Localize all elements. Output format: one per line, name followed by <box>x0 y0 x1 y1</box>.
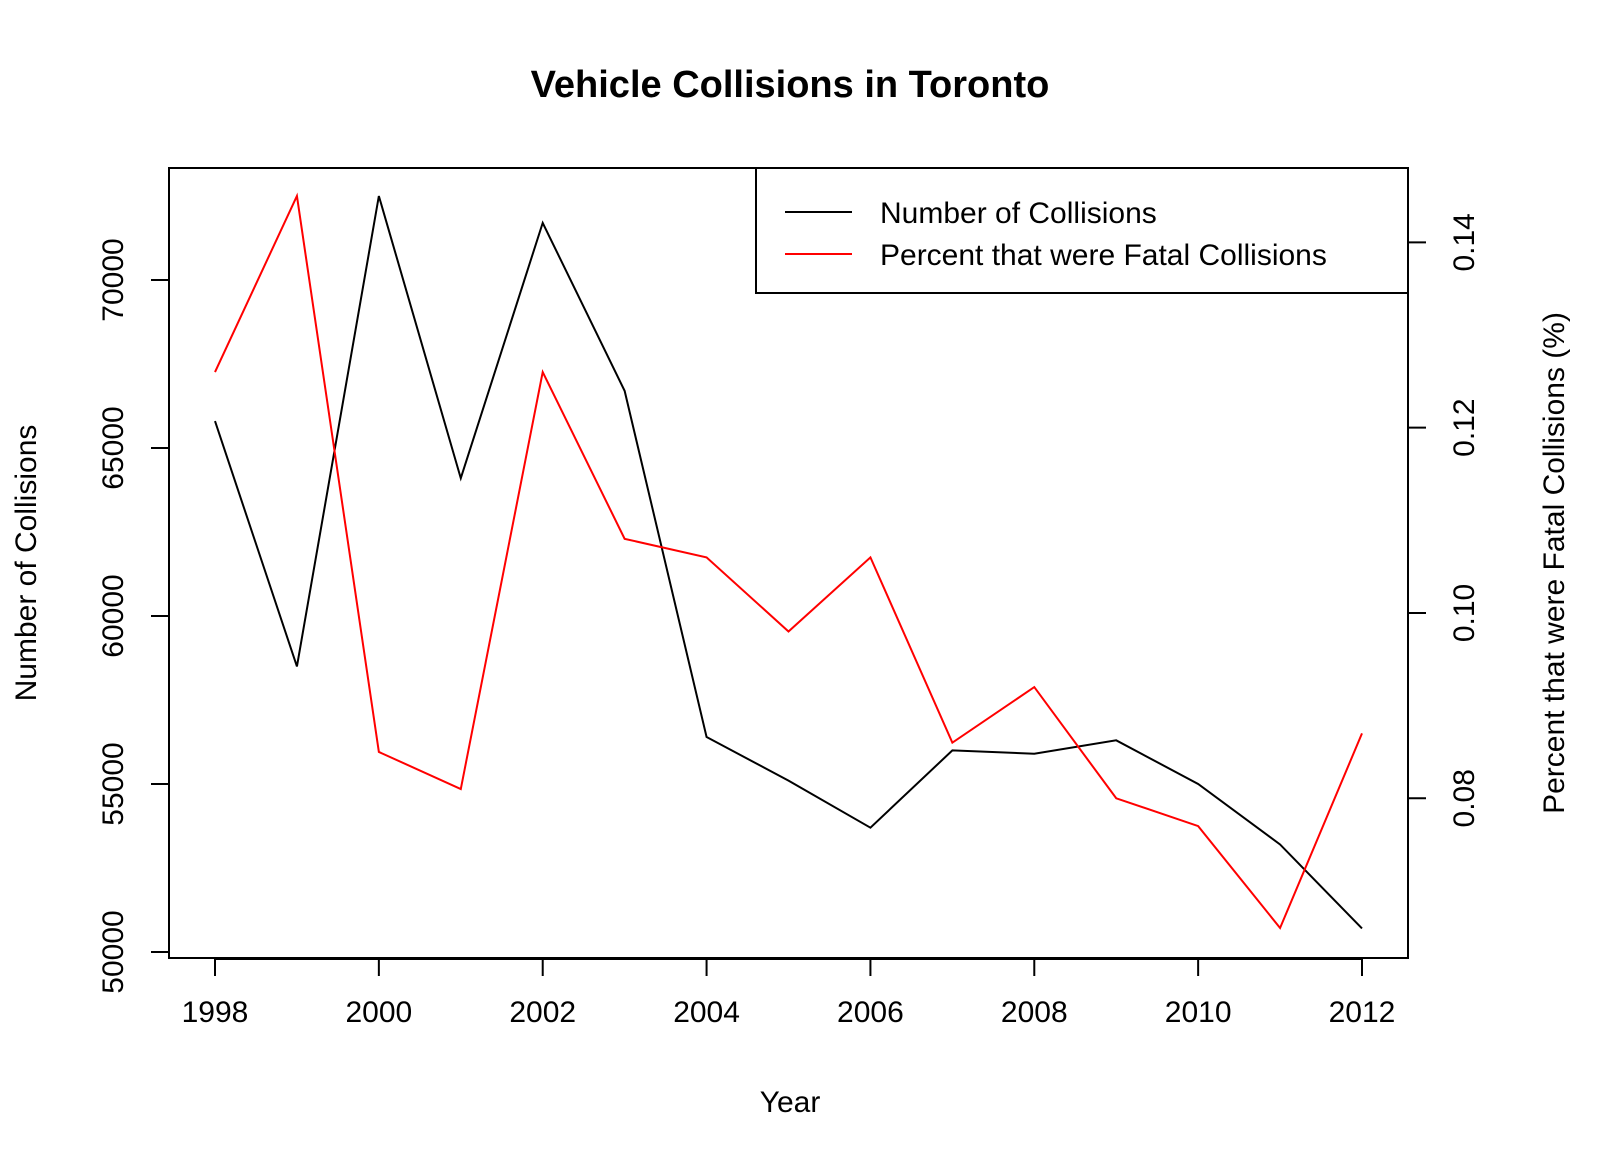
y-tick-label: 50000 <box>97 910 130 993</box>
y2-tick-label: 0.10 <box>1448 584 1481 642</box>
y-tick-label: 60000 <box>97 574 130 657</box>
chart-title: Vehicle Collisions in Toronto <box>531 64 1050 106</box>
y2-axis-label: Percent that were Fatal Collisions (%) <box>1538 312 1571 814</box>
x-tick-label: 2004 <box>673 996 740 1029</box>
series-group <box>214 192 1363 930</box>
x-axis: 1998 2000 2002 2004 2006 2008 2010 2012 <box>182 958 1396 1029</box>
legend-box <box>755 167 1409 294</box>
series-line-percent-fatal <box>214 192 1363 930</box>
x-tick-label: 1998 <box>182 996 249 1029</box>
x-tick-label: 2010 <box>1165 996 1232 1029</box>
y2-tick-label: 0.08 <box>1448 769 1481 827</box>
y-tick-label: 55000 <box>97 742 130 825</box>
y2-tick-label: 0.14 <box>1448 213 1481 271</box>
y-axis-right: 0.08 0.10 0.12 0.14 <box>1407 213 1481 827</box>
x-tick-label: 2000 <box>345 996 412 1029</box>
x-tick-label: 2008 <box>1001 996 1068 1029</box>
y-tick-label: 70000 <box>97 238 130 321</box>
x-tick-label: 2006 <box>837 996 904 1029</box>
y-tick-label: 65000 <box>97 406 130 489</box>
legend-label-percent-fatal: Percent that were Fatal Collisions <box>880 239 1327 272</box>
x-tick-label: 2012 <box>1329 996 1396 1029</box>
x-tick-label: 2002 <box>509 996 576 1029</box>
series-line-number-of-collisions <box>214 195 1363 930</box>
legend-label-number-of-collisions: Number of Collisions <box>880 197 1157 230</box>
y2-tick-label: 0.12 <box>1448 398 1481 456</box>
y-axis-label: Number of Collisions <box>10 425 43 702</box>
y-axis-left: 50000 55000 60000 65000 70000 <box>97 238 170 994</box>
x-axis-label: Year <box>760 1086 821 1119</box>
legend: Number of Collisions Percent that were F… <box>755 167 1409 294</box>
